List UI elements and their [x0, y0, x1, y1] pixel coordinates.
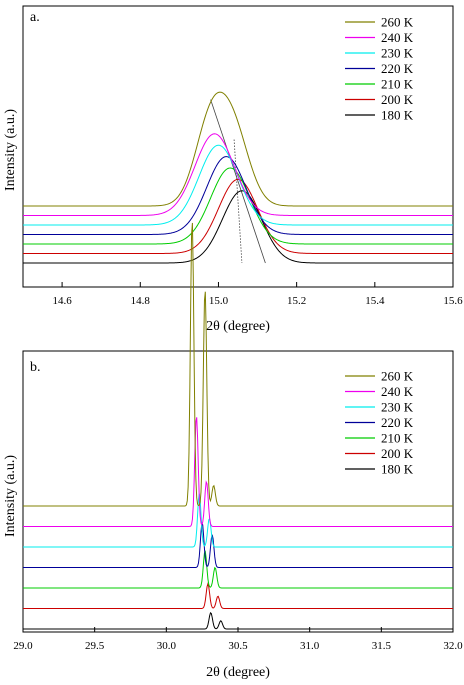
panel-a-xtick-label-0: 14.6 [52, 295, 72, 307]
panel-a-legend-label-1: 240 K [381, 30, 414, 45]
panel-b-xtick-label-0: 29.0 [13, 640, 33, 652]
panel-b-series-1 [23, 582, 453, 609]
panel-a-series-3 [23, 156, 453, 235]
panel-a-ylabel: Intensity (a.u.) [3, 109, 18, 191]
panel-a-xtick-label-3: 15.2 [287, 295, 306, 307]
panel-a-legend-label-6: 180 K [381, 108, 414, 123]
panel-b: b. 29.0 29.5 30.0 30.5 31.0 31.5 32.0 260 K240… [3, 222, 463, 680]
panel-b-series-0 [23, 611, 453, 630]
panel-b-ylabel: Intensity (a.u.) [3, 455, 18, 537]
panel-a-xlabel: 2θ (degree) [206, 319, 270, 334]
panel-b-legend-label-1: 240 K [381, 384, 414, 399]
panel-a-label: a. [30, 10, 40, 25]
panel-a-legend-label-4: 210 K [381, 77, 414, 92]
panel-a-legend-label-2: 230 K [381, 46, 414, 61]
panel-b-xtick-label-1: 29.5 [85, 640, 105, 652]
panel-a-series-6 [23, 91, 453, 207]
panel-b-legend-label-6: 180 K [381, 462, 414, 477]
panel-b-series-3 [23, 521, 453, 568]
panel-a-xtick-label-1: 14.8 [131, 295, 151, 307]
panel-a-series-1 [23, 178, 453, 254]
panel-b-legend-label-5: 200 K [381, 446, 414, 461]
panel-a-legend-label-0: 260 K [381, 15, 414, 30]
panel-b-xtick-label-5: 31.5 [372, 640, 392, 652]
panel-b-xtick-label-3: 30.5 [228, 640, 248, 652]
panel-a-xtick-label-2: 15.0 [209, 295, 229, 307]
panel-a-xtick-label-4: 15.4 [365, 295, 385, 307]
panel-b-xtick-label-6: 32.0 [443, 640, 463, 652]
panel-b-xlabel: 2θ (degree) [206, 665, 270, 680]
panel-a-xtick-label-5: 15.6 [443, 295, 463, 307]
panel-a-frame [22, 5, 454, 288]
panel-a-series-5 [23, 133, 453, 216]
panel-b-series-4 [23, 493, 453, 548]
panel-b-series-2 [23, 550, 453, 589]
panel-a-series-2 [23, 167, 453, 245]
panel-a-series-4 [23, 144, 453, 226]
panel-a-legend-label-5: 200 K [381, 92, 414, 107]
panel-b-series-6 [23, 222, 453, 507]
panel-a-guide-line-0 [210, 99, 266, 264]
panel-b-legend-label-3: 220 K [381, 415, 414, 430]
panel-a-guide-line-1 [233, 139, 243, 264]
panel-b-xtick-label-4: 31.0 [300, 640, 320, 652]
panel-b-series-5 [23, 417, 453, 527]
panel-b-xtick-label-2: 30.0 [157, 640, 177, 652]
panel-b-legend-label-0: 260 K [381, 369, 414, 384]
panel-b-label: b. [30, 360, 41, 375]
panel-a-series-0 [23, 190, 453, 264]
panel-b-legend-label-2: 230 K [381, 400, 414, 415]
panel-b-legend-label-4: 210 K [381, 431, 414, 446]
panel-a-legend-label-3: 220 K [381, 61, 414, 76]
